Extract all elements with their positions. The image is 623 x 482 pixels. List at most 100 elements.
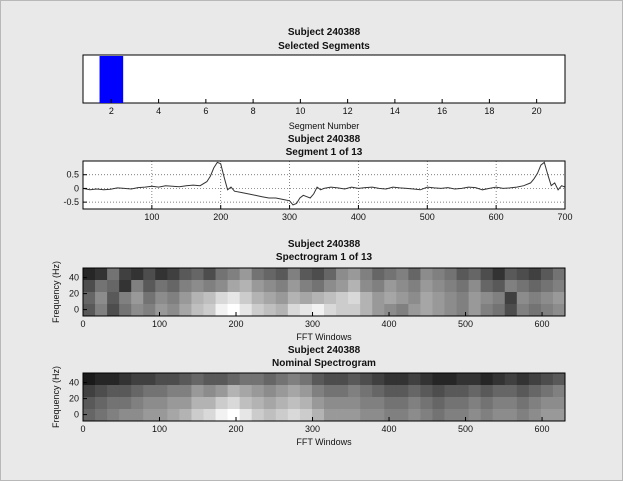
- spectrogram-title: Subject 240388: [288, 239, 361, 250]
- heatmap-cell: [215, 385, 228, 398]
- heatmap-cell: [516, 304, 530, 317]
- heatmap-cell: [131, 397, 144, 410]
- heatmap-cell: [263, 397, 277, 410]
- heatmap-cell: [552, 292, 566, 305]
- heatmap-cell: [504, 373, 518, 386]
- heatmap-cell: [191, 409, 204, 422]
- heatmap-cell: [191, 280, 204, 293]
- heatmap-cell: [372, 280, 385, 293]
- heatmap-cell: [336, 373, 349, 386]
- heatmap-cell: [552, 385, 566, 398]
- x-tick-label: 600: [535, 319, 550, 329]
- heatmap-cell: [396, 397, 409, 410]
- heatmap-cell: [408, 304, 421, 317]
- nominal-panel: Subject 240388 Nominal Spectrogram 0 100 2…: [51, 345, 566, 447]
- heatmap-cell: [299, 397, 313, 410]
- heatmap-cell: [191, 385, 204, 398]
- heatmap-cell: [540, 292, 554, 305]
- heatmap-cell: [468, 409, 482, 422]
- nominal-axes: [82, 372, 566, 422]
- heatmap-cell: [468, 280, 482, 293]
- heatmap-cell: [456, 268, 469, 281]
- segments-panel: Subject 240388 Selected Segments 2 4 6 8 10 1…: [82, 27, 566, 131]
- heatmap-cell: [408, 373, 421, 386]
- heatmap-cell: [456, 397, 469, 410]
- heatmap-cell: [396, 373, 409, 386]
- heatmap-cell: [179, 280, 192, 293]
- heatmap-cell: [191, 292, 204, 305]
- heatmap-cell: [215, 373, 228, 386]
- x-tick-label: 4: [156, 106, 161, 116]
- heatmap-cell: [348, 280, 361, 293]
- x-tick-label: 18: [484, 106, 494, 116]
- heatmap-cell: [444, 385, 457, 398]
- heatmap-cell: [348, 397, 361, 410]
- heatmap-cell: [287, 373, 301, 386]
- heatmap-cell: [119, 280, 132, 293]
- heatmap-cell: [420, 268, 433, 281]
- heatmap-cell: [384, 385, 397, 398]
- heatmap-cell: [131, 280, 144, 293]
- heatmap-cell: [227, 385, 241, 398]
- heatmap-cell: [179, 304, 192, 317]
- heatmap-cell: [516, 268, 530, 281]
- heatmap-cell: [348, 292, 361, 305]
- heatmap-cell: [263, 304, 277, 317]
- heatmap-cell: [324, 397, 337, 410]
- heatmap-cell: [191, 268, 204, 281]
- heatmap-cell: [251, 304, 265, 317]
- heatmap-cell: [468, 292, 482, 305]
- segments-subtitle: Selected Segments: [278, 41, 370, 52]
- heatmap-cell: [287, 292, 301, 305]
- heatmap-cell: [227, 292, 241, 305]
- heatmap-cell: [143, 373, 156, 386]
- heatmap-cell: [263, 409, 277, 422]
- heatmap-cell: [504, 385, 518, 398]
- heatmap-cell: [324, 373, 337, 386]
- heatmap-cell: [420, 397, 433, 410]
- heatmap-cell: [311, 385, 325, 398]
- heatmap-cell: [203, 397, 216, 410]
- heatmap-cell: [384, 397, 397, 410]
- x-tick-label: 8: [251, 106, 256, 116]
- heatmap-cell: [372, 292, 385, 305]
- x-tick-label: 100: [144, 212, 159, 222]
- heatmap-cell: [468, 397, 482, 410]
- heatmap-cell: [275, 292, 289, 305]
- heatmap-cell: [360, 268, 373, 281]
- heatmap-cell: [324, 409, 337, 422]
- heatmap-cell: [480, 304, 494, 317]
- heatmap-cell: [408, 385, 421, 398]
- heatmap-cell: [299, 292, 313, 305]
- heatmap-cell: [95, 373, 108, 386]
- heatmap-cell: [420, 409, 433, 422]
- y-tick-label: 0: [74, 410, 79, 420]
- heatmap-cell: [408, 268, 421, 281]
- x-tick-label: 400: [382, 319, 397, 329]
- heatmap-cell: [299, 385, 313, 398]
- heatmap-cell: [311, 397, 325, 410]
- heatmap-cell: [227, 280, 241, 293]
- heatmap-cell: [191, 304, 204, 317]
- heatmap-cell: [432, 280, 445, 293]
- heatmap-cell: [203, 304, 216, 317]
- heatmap-cell: [384, 280, 397, 293]
- heatmap-cell: [263, 385, 277, 398]
- heatmap-cell: [384, 373, 397, 386]
- heatmap-cell: [456, 304, 469, 317]
- heatmap-cell: [179, 409, 192, 422]
- heatmap-cell: [275, 397, 289, 410]
- heatmap-cell: [444, 280, 457, 293]
- signal-panel: Subject 240388 Segment 1 of 13 100 200 300…: [63, 134, 572, 222]
- heatmap-cell: [552, 409, 566, 422]
- heatmap-cell: [311, 292, 325, 305]
- nominal-subtitle: Nominal Spectrogram: [272, 358, 376, 369]
- heatmap-cell: [95, 280, 108, 293]
- heatmap-cell: [432, 373, 445, 386]
- heatmap-cell: [107, 397, 120, 410]
- heatmap-cell: [504, 280, 518, 293]
- heatmap-cell: [251, 373, 265, 386]
- heatmap-cell: [492, 385, 506, 398]
